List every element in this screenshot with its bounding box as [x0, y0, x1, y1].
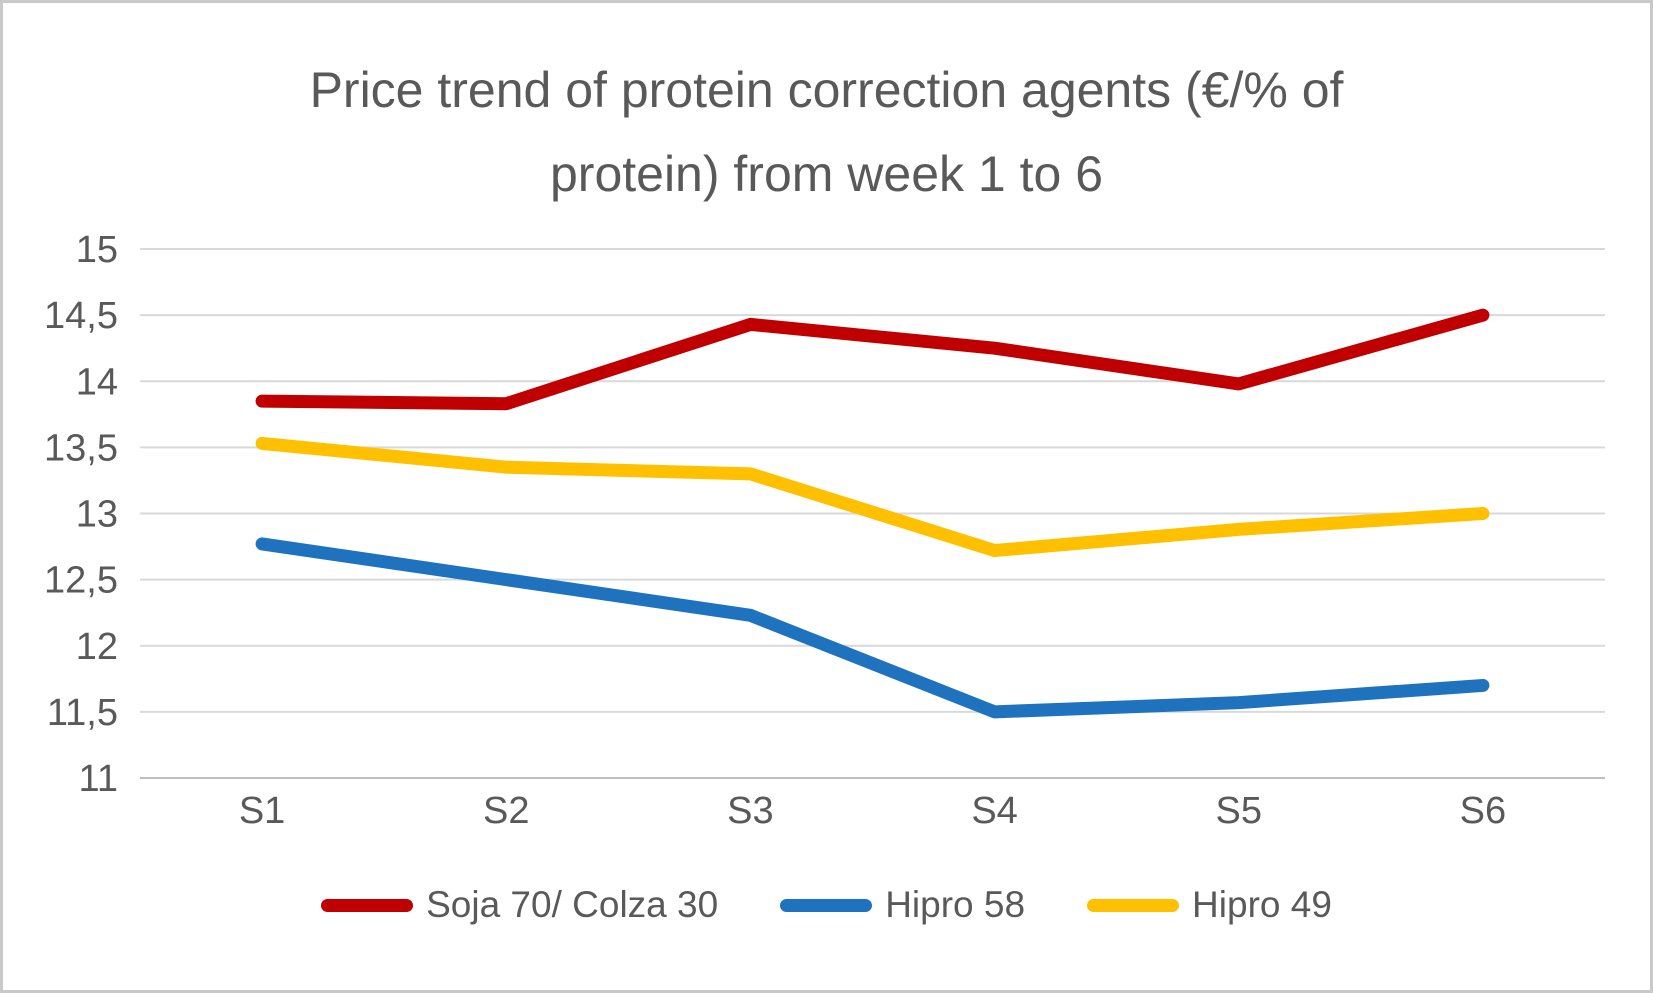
chart-title-line-1: Price trend of protein correction agents… [309, 62, 1344, 118]
y-axis-tick-label: 13 [76, 494, 118, 536]
legend-label: Hipro 58 [885, 884, 1026, 925]
series-line-hipro-58 [255, 537, 1490, 719]
x-axis-category-label: S3 [727, 790, 773, 832]
series-line-soja-70-colza-30 [255, 308, 1490, 411]
series-line-hipro-49 [255, 436, 1490, 558]
legend-item-hipro58[interactable]: Hipro 58 [780, 884, 1025, 926]
y-axis-tick-label: 12,5 [44, 560, 118, 602]
chart-title: Price trend of protein correction agents… [0, 48, 1653, 216]
y-axis-tick-label: 14,5 [44, 295, 118, 337]
x-axis-category-label: S4 [971, 790, 1017, 832]
y-axis-tick-label: 14 [76, 361, 118, 403]
x-axis-category-label: S5 [1216, 790, 1262, 832]
y-axis-tick-label: 11 [79, 758, 118, 800]
y-axis-tick-label: 11,5 [47, 692, 118, 734]
legend-label: Hipro 49 [1192, 884, 1332, 925]
legend-swatch [1087, 898, 1180, 912]
x-axis-category-label: S6 [1460, 790, 1506, 832]
y-axis-tick-label: 12 [76, 626, 118, 668]
legend-item-hipro49[interactable]: Hipro 49 [1087, 884, 1332, 926]
legend-swatch [780, 898, 873, 912]
legend: Soja 70/ Colza 30 Hipro 58 Hipro 49 [70, 884, 1583, 926]
legend-swatch [321, 898, 414, 912]
legend-item-soja70-colza30[interactable]: Soja 70/ Colza 30 [321, 884, 718, 926]
y-axis-tick-label: 13,5 [44, 427, 118, 469]
x-axis-category-label: S1 [239, 790, 285, 832]
chart-title-line-2: protein) from week 1 to 6 [549, 146, 1104, 202]
legend-label: Soja 70/ Colza 30 [426, 884, 719, 925]
y-axis-tick-label: 15 [76, 229, 118, 271]
x-axis-category-label: S2 [483, 790, 529, 832]
